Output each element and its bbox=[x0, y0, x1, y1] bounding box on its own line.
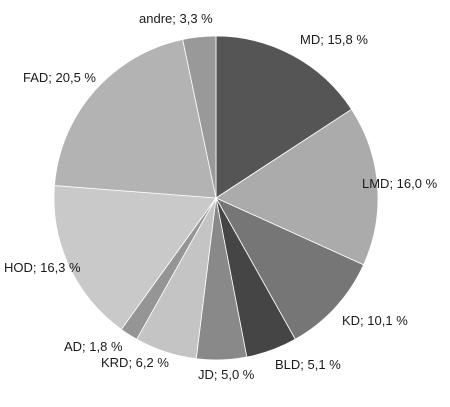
pie-slice-andre bbox=[182, 35, 217, 199]
pie-slice-hod bbox=[53, 185, 217, 330]
pie-slices bbox=[53, 35, 379, 361]
slice-label-kd: KD; 10,1 % bbox=[342, 313, 408, 328]
pie-slice-lmd bbox=[215, 108, 379, 266]
slice-label-krd: KRD; 6,2 % bbox=[101, 355, 169, 370]
pie-labels: MD; 15,8 % LMD; 16,0 % KD; 10,1 % BLD; 5,1 … bbox=[4, 11, 438, 382]
slice-label-hod: HOD; 16,3 % bbox=[4, 260, 81, 275]
pie-slice-md bbox=[215, 35, 353, 199]
pie-slice-fad bbox=[54, 38, 217, 199]
slice-label-fad: FAD; 20,5 % bbox=[23, 70, 96, 85]
slice-label-jd: JD; 5,0 % bbox=[198, 367, 255, 382]
slice-label-lmd: LMD; 16,0 % bbox=[362, 176, 438, 191]
pie-slice-kd bbox=[215, 197, 365, 340]
slice-label-bld: BLD; 5,1 % bbox=[275, 357, 341, 372]
slice-label-andre: andre; 3,3 % bbox=[139, 11, 213, 26]
slice-label-md: MD; 15,8 % bbox=[300, 32, 368, 47]
slice-label-ad: AD; 1,8 % bbox=[64, 339, 123, 354]
